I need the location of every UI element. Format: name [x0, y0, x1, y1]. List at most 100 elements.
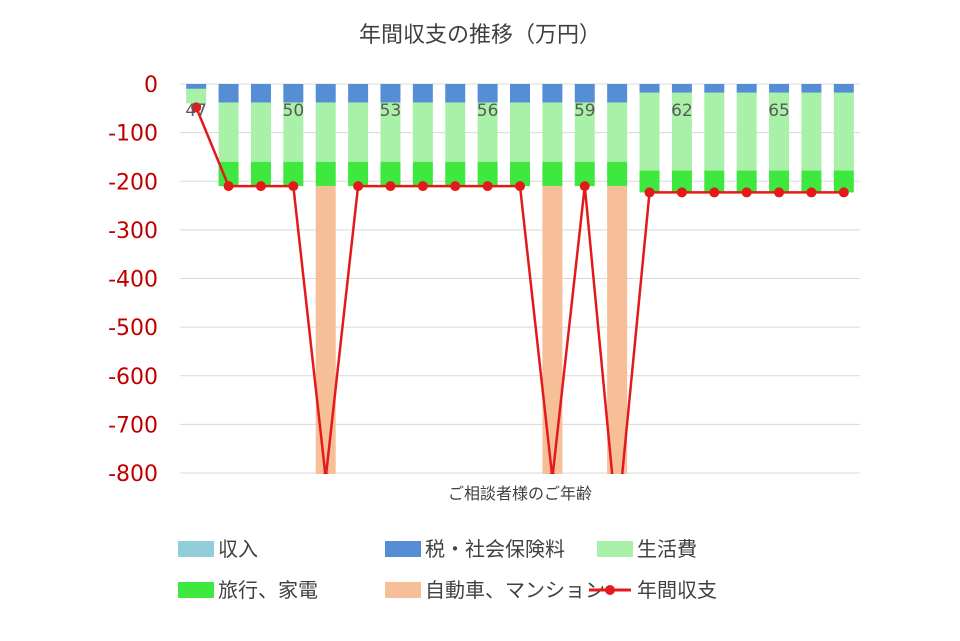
bar-segment — [607, 84, 628, 103]
bar-segment — [801, 84, 822, 93]
bar-segment — [639, 170, 660, 193]
balance-point — [709, 187, 720, 198]
bar-segment — [542, 186, 563, 474]
legend-swatch — [385, 541, 421, 557]
bar-segment — [348, 84, 369, 103]
y-tick-label: -100 — [108, 122, 158, 147]
balance-point — [482, 181, 493, 192]
legend-label: 旅行、家電 — [218, 578, 318, 602]
x-tick-label: 62 — [671, 101, 693, 121]
bar-segment — [671, 84, 692, 93]
bar-segment — [542, 84, 563, 103]
balance-point — [741, 187, 752, 198]
legend-marker — [605, 585, 615, 595]
bar-segment — [801, 170, 822, 193]
balance-point — [644, 187, 655, 198]
balance-point — [417, 181, 428, 192]
y-tick-label: -800 — [108, 462, 158, 487]
balance-point — [450, 181, 461, 192]
legend-swatch — [597, 541, 633, 557]
balance-point — [549, 472, 556, 474]
bar-segment — [218, 161, 239, 187]
bar-segment — [315, 186, 336, 474]
bar-segment — [348, 161, 369, 187]
bar-segment — [801, 92, 822, 171]
bar-segment — [607, 102, 628, 162]
balance-point — [579, 181, 590, 192]
bar-segment — [477, 102, 498, 162]
legend-swatch — [385, 582, 421, 598]
x-tick-label: 65 — [768, 101, 790, 121]
bar-segment — [542, 161, 563, 187]
chart-title: 年間収支の推移（万円） — [359, 23, 601, 48]
balance-point — [385, 181, 396, 192]
bar-segment — [348, 102, 369, 162]
bar-segment — [769, 92, 790, 171]
y-tick-label: -600 — [108, 365, 158, 390]
bar-segment — [412, 84, 433, 103]
bar-segment — [315, 102, 336, 162]
bar-segment — [477, 84, 498, 103]
legend-label: 自動車、マンション — [425, 578, 605, 602]
bar-segment — [186, 88, 207, 104]
bar-segment — [250, 102, 271, 162]
balance-point — [223, 181, 234, 192]
bar-segment — [445, 84, 466, 103]
bar-segment — [445, 102, 466, 162]
bar-segment — [510, 161, 530, 187]
bar-segment — [574, 84, 595, 103]
balance-point — [191, 102, 202, 113]
bar-segment — [380, 84, 401, 103]
bar-segment — [412, 102, 433, 162]
y-tick-label: 0 — [144, 73, 158, 98]
bar-segment — [510, 102, 530, 162]
balance-point — [838, 187, 849, 198]
balance-point — [515, 181, 525, 192]
bar-segment — [218, 102, 239, 162]
x-tick-label: 50 — [283, 101, 305, 121]
x-tick-label: 47 — [185, 101, 207, 121]
x-tick-label: 53 — [380, 101, 402, 121]
balance-point — [288, 181, 299, 192]
bar-segment — [315, 84, 336, 103]
bar-segment — [833, 84, 854, 93]
y-tick-label: -400 — [108, 268, 158, 293]
y-tick-label: -200 — [108, 170, 158, 195]
bar-segment — [736, 84, 757, 93]
bar-segment — [736, 92, 757, 171]
y-axis-ticks: 0 -100 -200 -300 -400 -500 -600 -700 -800 — [108, 73, 158, 487]
legend-label: 収入 — [218, 537, 258, 561]
y-tick-label: -300 — [108, 219, 158, 244]
bar-segment — [574, 161, 595, 187]
bar-segment — [250, 84, 271, 103]
balance-point — [612, 521, 622, 531]
bar-segment — [380, 161, 401, 187]
bar-segment — [671, 170, 692, 193]
bar-segment — [283, 102, 304, 162]
x-axis-label: ご相談者様のご年齢 — [448, 484, 592, 503]
bar-segment — [510, 84, 530, 103]
x-tick-label: 59 — [574, 101, 596, 121]
bar-segment — [542, 102, 563, 162]
legend-swatch — [178, 582, 214, 598]
bar-segment — [445, 161, 466, 187]
bar-segment — [833, 92, 854, 171]
bar-segment — [283, 161, 304, 187]
legend-label: 生活費 — [637, 537, 697, 561]
x-tick-label: 56 — [477, 101, 499, 121]
bar-segment — [412, 161, 433, 187]
bar-segment — [315, 161, 336, 187]
bar-segment — [477, 161, 498, 187]
legend-label: 税・社会保険料 — [425, 537, 565, 561]
y-tick-label: -500 — [108, 316, 158, 341]
legend-label: 年間収支 — [637, 578, 717, 602]
balance-point — [774, 187, 785, 198]
bar-segment — [833, 170, 854, 193]
legend-swatch — [178, 541, 214, 557]
bars — [186, 84, 854, 474]
bar-segment — [380, 102, 401, 162]
bar-segment — [736, 170, 757, 193]
